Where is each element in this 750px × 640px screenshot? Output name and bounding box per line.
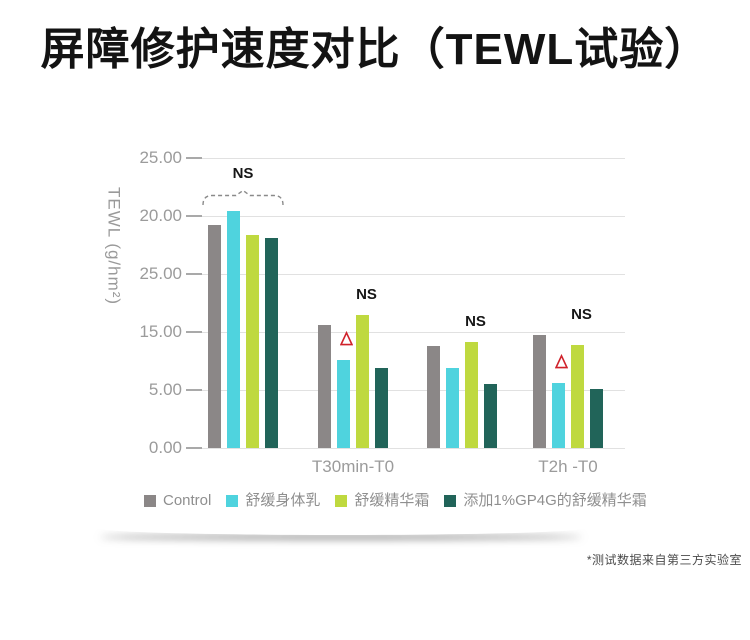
bar-s3-g3 [590, 388, 603, 448]
bar-s3-g0 [265, 238, 278, 448]
ns-annotation: NS [571, 306, 592, 324]
legend-label: 添加1%GP4G的舒缓精华霜 [463, 492, 647, 509]
y-tick-mark [186, 331, 202, 333]
bar-s2-g2 [465, 342, 478, 448]
legend-item-3: 添加1%GP4G的舒缓精华霜 [444, 492, 647, 510]
gridline [192, 273, 625, 275]
ns-annotation: NS [232, 165, 254, 183]
legend-label: 舒缓精华霜 [354, 492, 430, 509]
y-tick-label: 0.00 [148, 438, 182, 457]
y-tick-label: 5.00 [148, 380, 182, 399]
bar-s0-g1 [318, 325, 331, 448]
gridline [192, 447, 625, 449]
bar-s0-g0 [208, 225, 221, 448]
bar-s3-g1 [375, 367, 388, 448]
legend-swatch-icon [444, 495, 457, 507]
gridline [192, 389, 625, 391]
y-tick-label: 20.00 [139, 206, 182, 225]
gridline [192, 157, 625, 159]
card-bottom-shadow [95, 521, 587, 535]
ns-bracket [200, 188, 286, 206]
gridline [192, 331, 625, 333]
y-tick-mark [186, 273, 202, 275]
legend-swatch-icon [226, 495, 239, 507]
bar-s1-g3 [552, 383, 565, 448]
bar-s1-g0 [227, 211, 240, 448]
x-axis-label: T2h -T0 [538, 457, 598, 476]
delta-marker-icon [339, 330, 354, 346]
bar-s1-g2 [446, 367, 459, 448]
page-title: 屏障修护速度对比（TEWL试验） [40, 25, 710, 74]
bar-s2-g1 [356, 314, 369, 448]
legend-swatch-icon [144, 495, 156, 507]
y-tick-mark [186, 215, 202, 217]
legend-item-0: Control [144, 492, 211, 510]
y-tick-label: 15.00 [139, 322, 182, 341]
legend-item-2: 舒缓精华霜 [335, 492, 429, 510]
y-tick-mark [186, 447, 202, 449]
ns-annotation: NS [465, 313, 486, 331]
bar-s1-g1 [337, 359, 350, 448]
y-tick-mark [186, 389, 202, 391]
gridline [192, 215, 625, 217]
legend-swatch-icon [335, 495, 348, 507]
chart-legend: Control 舒缓身体乳 舒缓精华霜 添加1%GP4G的舒缓精华霜 [144, 492, 647, 510]
ns-annotation: NS [356, 285, 377, 303]
legend-label: 舒缓身体乳 [245, 492, 321, 509]
delta-marker-icon [554, 353, 569, 369]
y-axis-label: TEWL (g/hm²) [104, 187, 124, 306]
bar-s0-g2 [427, 345, 440, 448]
bar-s0-g3 [533, 335, 546, 448]
legend-item-1: 舒缓身体乳 [226, 492, 320, 510]
legend-label: Control [163, 492, 212, 509]
x-axis-label: T30min-T0 [311, 457, 395, 476]
y-tick-label: 25.00 [139, 148, 182, 167]
footnote: *测试数据来自第三方实验室 [586, 553, 742, 567]
y-tick-mark [186, 157, 202, 159]
bar-s3-g2 [484, 384, 497, 448]
bar-s2-g3 [571, 344, 584, 448]
bar-s2-g0 [246, 234, 259, 448]
y-tick-label: 25.00 [139, 264, 182, 283]
